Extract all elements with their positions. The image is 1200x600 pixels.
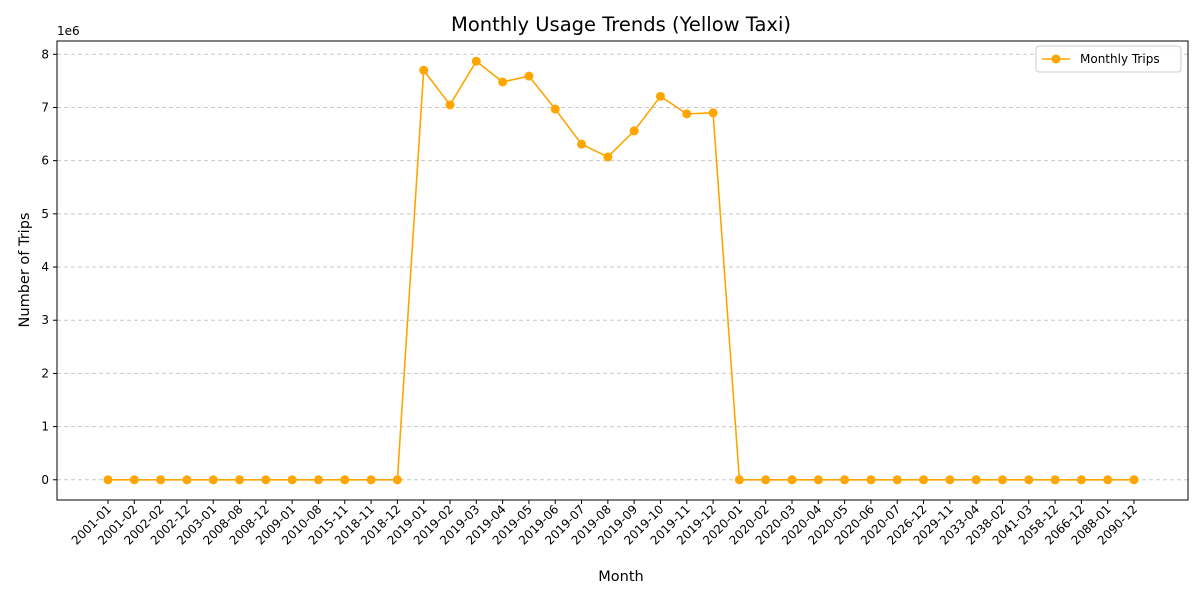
data-point <box>813 475 823 485</box>
data-point <box>892 475 902 485</box>
data-point <box>498 77 508 87</box>
data-point <box>366 475 376 485</box>
data-point <box>919 475 929 485</box>
data-point <box>997 475 1007 485</box>
legend-swatch-marker <box>1051 54 1061 64</box>
legend-box <box>1035 45 1182 73</box>
data-point <box>577 139 587 149</box>
y-axis: 0 1 2 3 4 5 6 7 8 <box>41 47 57 487</box>
data-point <box>603 152 613 162</box>
data-point <box>261 475 271 485</box>
data-point <box>392 475 402 485</box>
data-point <box>287 475 297 485</box>
data-point <box>761 475 771 485</box>
y-offset-label: 1e6 <box>57 24 80 38</box>
data-point <box>550 104 560 114</box>
data-point <box>1103 475 1113 485</box>
y-tick-label: 3 <box>41 313 49 327</box>
data-point <box>734 475 744 485</box>
data-point <box>971 475 981 485</box>
data-point <box>103 475 113 485</box>
data-point <box>1129 475 1139 485</box>
data-point <box>708 108 718 118</box>
data-point <box>840 475 850 485</box>
plot-area-frame <box>56 40 1189 501</box>
data-point <box>945 475 955 485</box>
chart-title: Monthly Usage Trends (Yellow Taxi) <box>451 13 791 36</box>
data-point <box>866 475 876 485</box>
y-tick-label: 2 <box>41 366 49 380</box>
data-point <box>419 65 429 75</box>
x-axis-title: Month <box>598 569 643 585</box>
data-point <box>1024 475 1034 485</box>
data-point <box>682 109 692 119</box>
data-point <box>787 475 797 485</box>
data-point <box>129 475 139 485</box>
y-tick-label: 4 <box>41 260 49 274</box>
y-tick-label: 1 <box>41 420 49 434</box>
data-point <box>208 475 218 485</box>
data-point <box>471 56 481 66</box>
y-tick-label: 0 <box>41 473 49 487</box>
data-point <box>1050 475 1060 485</box>
data-point <box>313 475 323 485</box>
y-tick-label: 5 <box>41 207 49 221</box>
series-line <box>108 60 1134 481</box>
data-point <box>629 126 639 136</box>
data-point <box>340 475 350 485</box>
data-point <box>524 71 534 81</box>
data-point <box>1076 475 1086 485</box>
y-tick-label: 8 <box>41 47 49 61</box>
y-axis-title: Number of Trips <box>17 213 33 328</box>
data-point <box>235 475 245 485</box>
data-point <box>156 475 166 485</box>
data-point <box>182 475 192 485</box>
legend-label: Monthly Trips <box>1080 52 1160 66</box>
y-tick-label: 7 <box>41 100 49 114</box>
data-point <box>655 91 665 101</box>
data-point <box>445 100 455 110</box>
y-tick-label: 6 <box>41 154 49 168</box>
series-layer <box>103 56 1139 485</box>
legend: Monthly Trips <box>1035 45 1182 73</box>
